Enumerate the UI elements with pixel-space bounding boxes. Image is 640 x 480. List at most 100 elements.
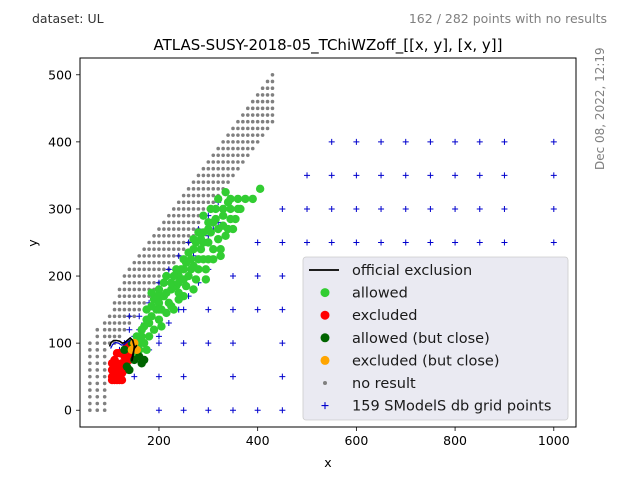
no-result-point (95, 388, 100, 392)
y-tick-label: 100 (48, 336, 72, 351)
allowed-point (189, 285, 198, 294)
no-result-point (132, 260, 137, 265)
grid-point (229, 373, 236, 380)
x-tick-label: 800 (443, 433, 467, 448)
no-result-point (127, 321, 132, 325)
no-result-point (216, 153, 220, 158)
grid-point (378, 172, 385, 179)
no-result-point (162, 267, 166, 272)
legend-label: excluded (352, 308, 418, 324)
no-result-point (117, 321, 122, 325)
allowed-point (223, 224, 233, 234)
no-result-point (211, 193, 216, 198)
no-result-point (132, 301, 137, 305)
y-tick-label: 500 (48, 67, 72, 82)
legend-label: 159 SModelS db grid points (352, 399, 551, 415)
grid-point (328, 172, 335, 179)
no-result-point (246, 119, 250, 124)
no-result-point (226, 146, 230, 151)
no-result-point (250, 140, 255, 144)
allowed-point (218, 211, 228, 220)
grid-point (254, 407, 261, 414)
allowed-point (233, 194, 243, 204)
grid-point (550, 205, 557, 212)
no-result-point (176, 200, 181, 205)
no-result-point (260, 119, 265, 124)
no-result-point (102, 408, 107, 413)
grid-point (304, 172, 311, 179)
allowed-point (221, 231, 230, 240)
no-result-point (246, 106, 250, 111)
no-result-point (117, 301, 122, 305)
grid-point (155, 340, 162, 347)
allowed-point (174, 288, 183, 298)
no-result-point (127, 287, 132, 292)
allowed-point (172, 265, 181, 274)
grid-point (229, 273, 236, 280)
allowed-point (241, 194, 250, 204)
no-result-point (201, 187, 206, 191)
no-result-point (88, 395, 92, 399)
no-result-point (250, 119, 255, 124)
no-result-point (260, 113, 265, 117)
no-result-point (201, 193, 206, 198)
no-result-point (122, 327, 127, 332)
no-result-point (186, 193, 191, 198)
y-tick-label: 400 (48, 134, 72, 149)
y-tick-label: 0 (64, 403, 72, 418)
grid-point (229, 306, 236, 313)
grid-point (353, 205, 360, 212)
no-result-point (132, 274, 137, 278)
no-result-point (201, 207, 206, 211)
no-result-point (157, 267, 161, 272)
no-result-point (112, 321, 117, 325)
no-result-point (142, 287, 146, 292)
no-result-point (270, 86, 275, 90)
no-result-point (196, 207, 201, 211)
grid-point (185, 239, 192, 246)
no-result-point (231, 126, 235, 131)
no-result-point (265, 106, 270, 111)
no-result-point (206, 166, 211, 171)
no-result-point (226, 133, 230, 137)
allowed-point (179, 255, 188, 264)
no-result-point (186, 233, 191, 238)
legend-label: official exclusion (352, 263, 472, 279)
allowed-point (231, 214, 240, 224)
no-result-point (142, 247, 146, 252)
grid-point (279, 239, 286, 246)
grid-point (136, 313, 143, 320)
no-result-point (265, 99, 270, 104)
allowed-point (157, 322, 166, 331)
grid-point (180, 340, 187, 347)
no-result-point (102, 374, 107, 379)
no-result-point (112, 314, 117, 319)
grid-point (279, 373, 286, 380)
no-result-point (246, 126, 250, 131)
no-result-point (250, 113, 255, 117)
no-result-point (236, 153, 240, 158)
no-result-point (260, 86, 265, 90)
no-result-point (226, 166, 230, 171)
grid-point (304, 205, 311, 212)
no-result-point (147, 274, 151, 278)
no-result-point (211, 173, 216, 178)
grid-point (126, 313, 133, 320)
legend-swatch-plus (321, 402, 329, 410)
no-result-point (221, 160, 225, 164)
no-result-point (211, 187, 216, 191)
no-result-point (250, 106, 255, 111)
grid-point (205, 306, 212, 313)
grid-point (378, 138, 385, 145)
no-result-point (142, 301, 146, 305)
no-result-point (171, 260, 176, 265)
no-result-point (176, 220, 181, 225)
allowed-point (167, 302, 176, 311)
no-result-point (206, 180, 211, 184)
no-result-point (102, 354, 107, 359)
no-result-point (137, 294, 142, 298)
allowed-point (162, 271, 171, 281)
no-result-point (250, 99, 255, 104)
no-result-point (260, 133, 265, 137)
